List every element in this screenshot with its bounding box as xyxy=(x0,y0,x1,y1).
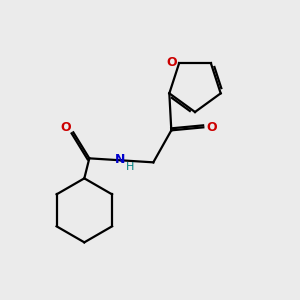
Text: N: N xyxy=(115,153,125,166)
Text: O: O xyxy=(60,121,70,134)
Text: O: O xyxy=(167,56,177,69)
Text: O: O xyxy=(206,121,217,134)
Text: H: H xyxy=(126,162,134,172)
